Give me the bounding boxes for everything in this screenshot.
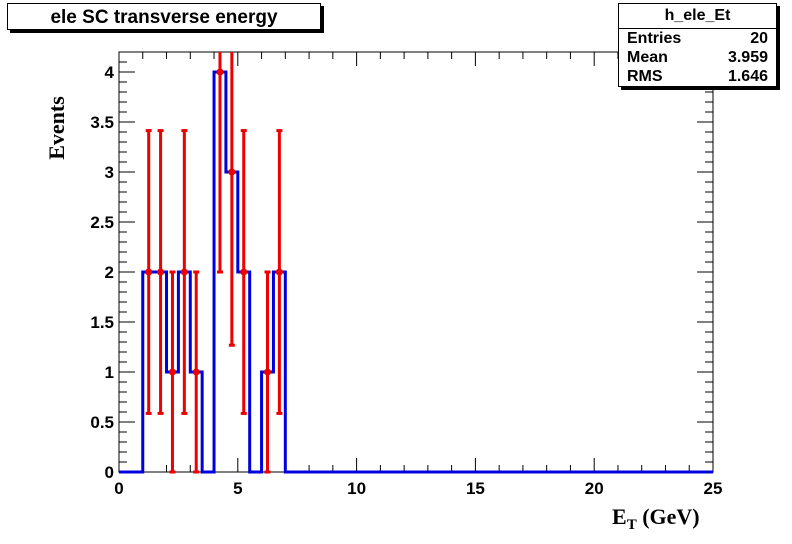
y-tick-label: 1.5 — [90, 313, 114, 332]
x-tick-label: 0 — [114, 479, 123, 498]
y-tick-label: 2 — [105, 263, 114, 282]
stats-row-rms: RMS 1.646 — [619, 67, 776, 86]
data-point — [157, 268, 165, 276]
data-point — [216, 68, 224, 76]
stats-box: h_ele_Et Entries 20 Mean 3.959 RMS 1.646 — [618, 3, 777, 87]
x-axis-title-rest: (GeV) — [637, 504, 700, 529]
y-tick-label: 0 — [105, 463, 114, 482]
y-tick-label: 0.5 — [90, 413, 114, 432]
x-axis-title-main: E — [612, 504, 627, 529]
stats-value: 1.646 — [727, 68, 768, 85]
stats-row-entries: Entries 20 — [619, 29, 776, 48]
x-tick-label: 25 — [704, 479, 723, 498]
y-axis-title: Events — [44, 96, 69, 160]
data-point — [168, 368, 176, 376]
data-point — [145, 268, 153, 276]
stats-value: 3.959 — [727, 49, 768, 66]
x-axis-title-sub: T — [627, 517, 637, 533]
data-point — [264, 368, 271, 376]
data-point — [275, 268, 283, 276]
x-axis-title: ET (GeV) — [612, 504, 700, 533]
y-tick-label: 4 — [105, 63, 115, 82]
x-tick-label: 5 — [233, 479, 242, 498]
plot-frame — [118, 51, 714, 473]
stats-label: RMS — [627, 68, 663, 85]
stats-label: Mean — [627, 49, 668, 66]
y-tick-label: 2.5 — [90, 213, 114, 232]
x-tick-label: 10 — [347, 479, 366, 498]
stats-histogram-name: h_ele_Et — [619, 4, 776, 29]
y-tick-label: 3 — [105, 163, 114, 182]
title-box: ele SC transverse energy — [7, 3, 321, 30]
data-point — [240, 268, 248, 276]
histogram-line — [119, 70, 713, 474]
stats-value: 20 — [750, 30, 768, 47]
chart-title: ele SC transverse energy — [50, 7, 278, 28]
data-point — [228, 168, 236, 176]
data-point — [180, 268, 188, 276]
stats-row-mean: Mean 3.959 — [619, 48, 776, 67]
x-tick-label: 15 — [466, 479, 485, 498]
y-tick-label: 3.5 — [90, 113, 114, 132]
data-point — [192, 368, 200, 376]
x-tick-label: 20 — [585, 479, 604, 498]
stats-label: Entries — [627, 30, 682, 47]
y-tick-label: 1 — [105, 363, 114, 382]
